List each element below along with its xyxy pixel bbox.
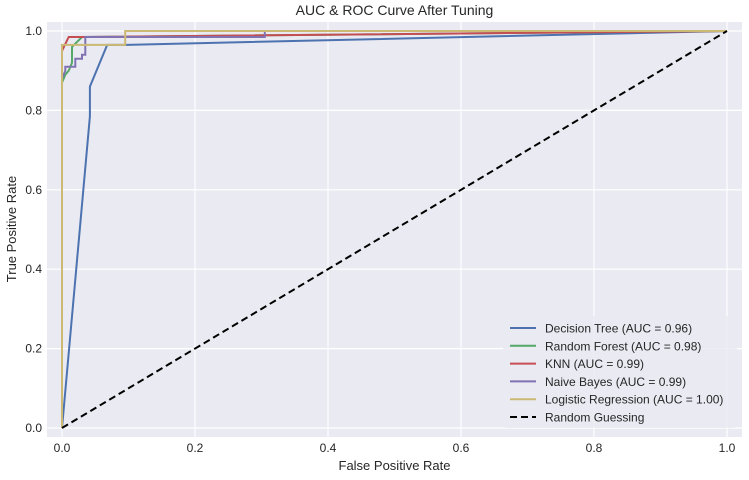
legend-entry: Naive Bayes (AUC = 0.99) — [545, 375, 686, 389]
y-tick-label: 0.0 — [25, 421, 42, 435]
x-tick-label: 0.8 — [586, 441, 603, 455]
series-line-5 — [61, 30, 727, 428]
y-tick-label: 0.4 — [25, 262, 42, 276]
y-tick-label: 1.0 — [25, 24, 42, 38]
tick-labels: 0.0 0.2 0.4 0.6 0.8 1.0 0.0 0.2 0.4 0.6 0.8 1.0 — [25, 24, 735, 455]
y-tick-label: 0.8 — [25, 103, 42, 117]
chart-title: AUC & ROC Curve After Tuning — [296, 2, 494, 18]
series-line-6 — [61, 30, 728, 429]
y-axis-label: True Positive Rate — [4, 176, 19, 282]
x-tick-label: 0.0 — [54, 441, 71, 455]
x-tick-label: 0.2 — [187, 441, 204, 455]
legend-entry: Random Guessing — [545, 411, 644, 425]
y-tick-label: 0.2 — [25, 342, 42, 356]
legend: Decision Tree (AUC = 0.96) Random Forest … — [503, 316, 737, 428]
x-tick-label: 0.4 — [320, 441, 337, 455]
legend-entry: Random Forest (AUC = 0.98) — [545, 339, 701, 353]
legend-entry: Decision Tree (AUC = 0.96) — [545, 322, 692, 336]
legend-entry: Logistic Regression (AUC = 1.00) — [545, 393, 723, 407]
series-line-4 — [61, 30, 727, 428]
y-tick-label: 0.6 — [25, 183, 42, 197]
x-tick-label: 0.6 — [453, 441, 470, 455]
series-line-1 — [61, 30, 728, 429]
legend-entry: KNN (AUC = 0.99) — [545, 357, 644, 371]
series-lines — [61, 30, 728, 429]
x-tick-label: 1.0 — [719, 441, 736, 455]
legend-box — [503, 316, 737, 428]
x-axis-label: False Positive Rate — [339, 458, 451, 473]
